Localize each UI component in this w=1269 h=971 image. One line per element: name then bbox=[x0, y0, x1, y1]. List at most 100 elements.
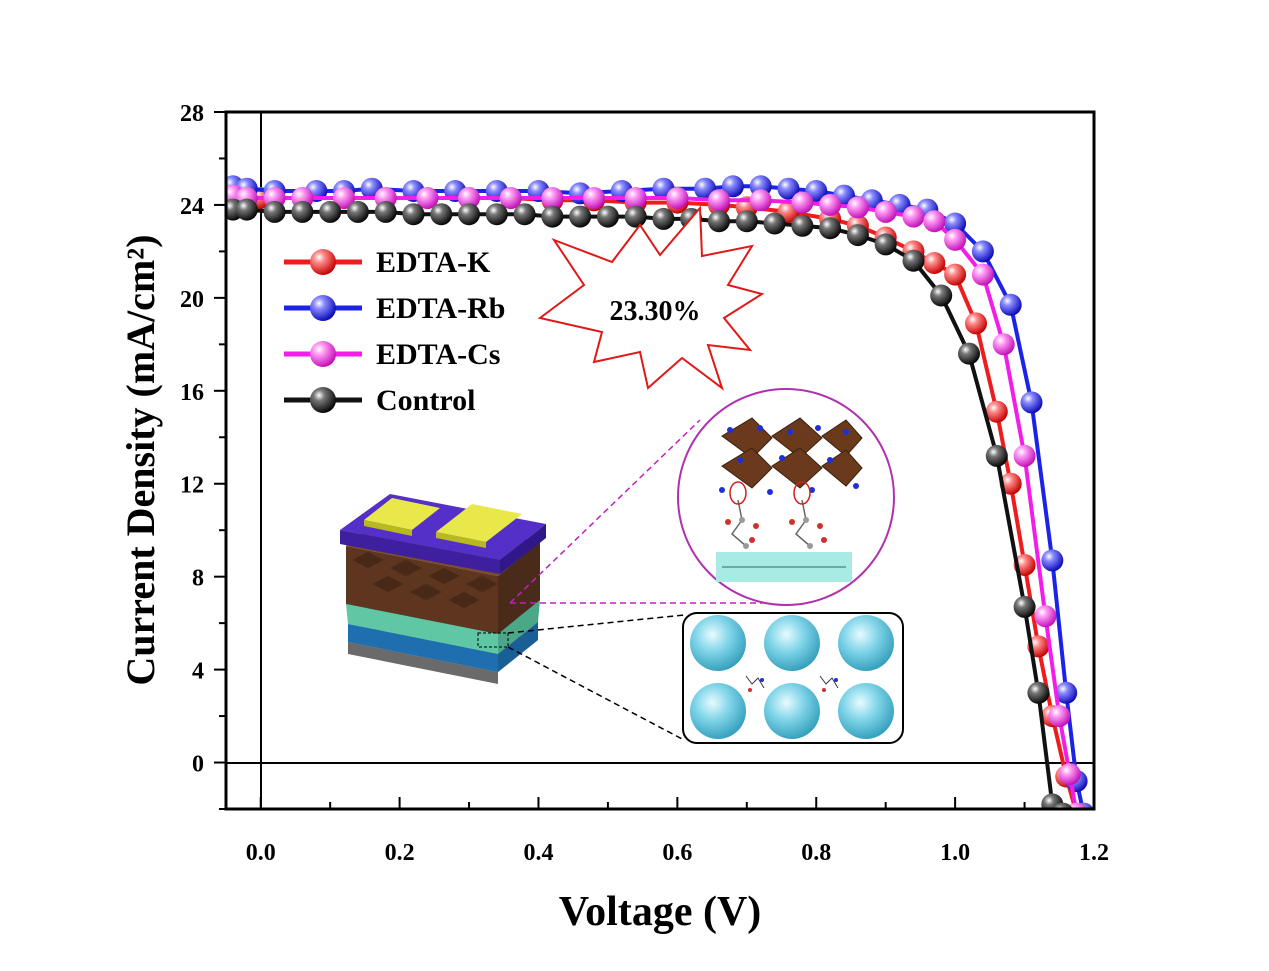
data-point-control bbox=[569, 205, 592, 228]
efficiency-callout: 23.30% bbox=[537, 205, 765, 391]
legend-label-edta-rb: EDTA-Rb bbox=[376, 292, 505, 325]
x-axis: 0.0 0.2 0.4 0.6 0.8 1.0 1.2 bbox=[246, 797, 1109, 866]
legend-label-edta-cs: EDTA-Cs bbox=[376, 338, 500, 371]
data-point-control bbox=[1052, 802, 1073, 809]
y-tick-label: 4 bbox=[192, 659, 204, 685]
x-tick-label: 0.0 bbox=[246, 840, 276, 866]
data-point-edta-cs bbox=[992, 333, 1015, 356]
x-tick-label: 1.2 bbox=[1079, 840, 1109, 866]
data-point-edta-rb bbox=[999, 293, 1022, 316]
data-point-edta-rb bbox=[1020, 391, 1043, 414]
data-point-control bbox=[235, 198, 258, 221]
data-point-edta-rb bbox=[971, 240, 994, 263]
data-point-edta-k bbox=[965, 312, 987, 335]
legend-marker-edta-cs bbox=[310, 341, 336, 367]
data-point-control bbox=[596, 205, 619, 228]
legend-marker-edta-rb bbox=[310, 295, 336, 321]
y-tick-label: 16 bbox=[180, 380, 204, 406]
data-point-control bbox=[985, 444, 1008, 467]
data-point-control bbox=[735, 210, 758, 233]
x-tick-label: 1.0 bbox=[940, 840, 970, 866]
zoom-leader-lines bbox=[507, 419, 786, 741]
y-tick-label: 12 bbox=[180, 473, 204, 499]
y-tick-label: 24 bbox=[180, 194, 204, 220]
data-point-control bbox=[513, 203, 536, 226]
data-point-edta-cs bbox=[874, 200, 897, 223]
data-point-control bbox=[708, 210, 730, 233]
data-point-control bbox=[291, 200, 314, 223]
data-point-control bbox=[819, 217, 842, 240]
electrode-left bbox=[364, 498, 440, 530]
data-point-control bbox=[430, 203, 453, 226]
data-point-edta-k bbox=[999, 472, 1022, 495]
x-tick-label: 0.2 bbox=[385, 840, 415, 866]
data-point-edta-cs bbox=[708, 189, 730, 212]
data-point-edta-cs bbox=[333, 187, 355, 209]
legend: EDTA-K EDTA-Rb EDTA-Cs Control bbox=[284, 246, 505, 417]
data-point-control bbox=[346, 200, 369, 223]
data-point-edta-cs bbox=[902, 205, 925, 228]
data-point-edta-cs bbox=[1013, 444, 1036, 467]
efficiency-label: 23.30% bbox=[610, 296, 701, 327]
y-axis-title: Current Density (mA/cm²) bbox=[118, 234, 163, 685]
data-point-control bbox=[263, 200, 286, 223]
plot-frame bbox=[224, 110, 1096, 811]
y-tick-label: 28 bbox=[180, 101, 204, 127]
data-point-control bbox=[458, 203, 480, 226]
data-point-control bbox=[874, 233, 897, 256]
data-point-edta-cs bbox=[583, 187, 605, 209]
y-tick-label: 0 bbox=[192, 752, 204, 778]
data-point-control bbox=[402, 203, 425, 226]
data-point-edta-rb bbox=[944, 212, 967, 235]
data-point-edta-cs bbox=[1034, 605, 1057, 628]
electrode-right bbox=[436, 504, 522, 542]
data-point-control bbox=[902, 249, 925, 272]
data-point-edta-rb bbox=[777, 177, 800, 200]
data-point-edta-cs bbox=[541, 187, 564, 209]
star-burst-shape bbox=[537, 205, 765, 391]
data-point-edta-cs bbox=[819, 193, 842, 216]
data-point-control bbox=[1027, 681, 1050, 704]
data-point-edta-cs bbox=[791, 191, 814, 214]
data-point-edta-cs bbox=[416, 187, 439, 209]
x-tick-label: 0.6 bbox=[662, 840, 692, 866]
data-point-control bbox=[930, 284, 953, 307]
legend-marker-control bbox=[310, 387, 336, 413]
data-point-edta-cs bbox=[1048, 705, 1071, 728]
data-point-edta-k bbox=[985, 400, 1008, 423]
data-point-control bbox=[374, 200, 397, 223]
y-axis: 0 4 8 12 16 20 24 28 bbox=[180, 101, 226, 810]
data-point-edta-cs bbox=[1058, 763, 1081, 786]
x-tick-label: 0.4 bbox=[523, 840, 553, 866]
data-point-control bbox=[791, 214, 814, 237]
data-point-edta-rb bbox=[1041, 549, 1064, 572]
legend-label-control: Control bbox=[376, 384, 475, 417]
data-point-control bbox=[1013, 595, 1036, 618]
data-point-control bbox=[541, 205, 564, 228]
zoom-marker bbox=[477, 632, 509, 648]
data-point-edta-k bbox=[944, 263, 967, 286]
interface-inset bbox=[677, 388, 895, 606]
nanoparticle-inset bbox=[682, 612, 904, 744]
data-point-edta-cs bbox=[923, 210, 946, 233]
series-layer bbox=[226, 175, 1094, 809]
data-point-edta-cs bbox=[624, 187, 647, 209]
y-tick-label: 20 bbox=[180, 287, 204, 313]
data-point-control bbox=[763, 212, 786, 235]
data-point-edta-cs bbox=[666, 187, 689, 209]
data-point-edta-k bbox=[923, 252, 946, 274]
data-point-control bbox=[958, 342, 980, 365]
data-point-edta-cs bbox=[944, 228, 967, 251]
legend-label-edta-k: EDTA-K bbox=[376, 246, 491, 279]
y-tick-label: 8 bbox=[192, 566, 204, 592]
data-point-edta-rb bbox=[721, 175, 744, 198]
data-point-edta-cs bbox=[499, 187, 522, 209]
data-point-control bbox=[624, 205, 647, 228]
x-tick-label: 0.8 bbox=[801, 840, 831, 866]
data-point-edta-cs bbox=[749, 189, 772, 212]
data-point-edta-cs bbox=[846, 196, 869, 219]
device-illustration bbox=[340, 494, 546, 684]
data-point-edta-cs bbox=[971, 263, 994, 286]
data-point-edta-rb bbox=[1055, 681, 1078, 704]
